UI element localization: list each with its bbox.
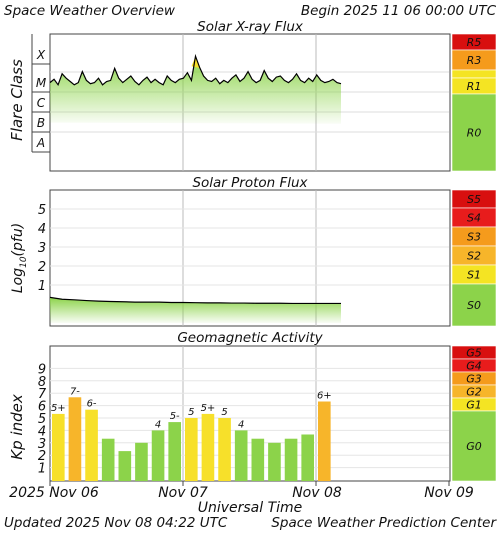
kp-bar: [52, 413, 65, 481]
kp-bar: [151, 430, 165, 481]
kp-bar-label: 7-: [70, 386, 80, 397]
kp-tick-6: 6: [38, 400, 46, 415]
kp-bar: [284, 438, 298, 481]
proton-title: Solar Proton Flux: [192, 175, 308, 191]
xtick-nov08: Nov 08: [292, 485, 342, 501]
kp-tick-2: 2: [38, 449, 46, 464]
kp-bar-label: 4: [238, 419, 244, 430]
xray-scale-label-r3: R3: [467, 54, 482, 67]
kp-bar: [301, 434, 314, 481]
kp-ylabel: Kp index: [8, 394, 26, 460]
kp-bar: [318, 401, 331, 481]
kp-bar: [201, 413, 215, 481]
kp-bar: [251, 438, 265, 481]
xray-tick-b: B: [37, 116, 45, 130]
kp-bar: [85, 409, 98, 481]
xray-title: Solar X-ray Flux: [197, 19, 304, 35]
kp-tick-3: 3: [38, 437, 46, 452]
kp-title: Geomagnetic Activity: [177, 330, 323, 346]
kp-bar: [218, 418, 231, 481]
xray-scale-label-r1: R1: [467, 80, 482, 93]
xray-tick-x: X: [36, 48, 46, 62]
kp-tick-9: 9: [38, 362, 46, 377]
kp-scale-label-g4: G4: [466, 360, 482, 373]
kp-bar: [234, 430, 248, 481]
kp-bar-label: 6-: [87, 399, 97, 410]
proton-scale-label-s5: S5: [467, 193, 481, 206]
xray-scale-r0: [451, 93, 497, 172]
kp-scale-label-g2: G2: [466, 386, 482, 399]
kp-scale-g0: [451, 410, 497, 482]
kp-bar-label: 5+: [51, 403, 66, 414]
xray-scale-label-r5: R5: [467, 36, 482, 49]
swpc-credit: Space Weather Prediction Center: [271, 515, 497, 531]
proton-tick-3: 3: [38, 241, 46, 256]
kp-bar-label: 5-: [170, 411, 180, 422]
kp-bar: [268, 442, 281, 481]
kp-scale-label-g5: G5: [466, 347, 482, 360]
proton-tick-5: 5: [38, 203, 46, 218]
proton-ylabel: Log10(pfu): [10, 223, 29, 293]
kp-tick-7: 7: [38, 387, 47, 402]
kp-bar-label: 6+: [317, 391, 332, 402]
kp-scale-label-g0: G0: [466, 440, 482, 453]
xray-flux-trace: [49, 53, 342, 87]
proton-scale-label-s3: S3: [467, 231, 481, 244]
xray-scale-label-r0: R0: [467, 127, 482, 140]
kp-scale-label-g3: G3: [466, 373, 482, 386]
kp-bar: [118, 451, 132, 481]
kp-bar-label: 5: [221, 407, 227, 418]
proton-tick-1: 1: [38, 279, 46, 294]
updated-time: Updated 2025 Nov 08 04:22 UTC: [4, 515, 228, 531]
kp-bar: [135, 442, 148, 481]
xray-ylabel: Flare Class: [8, 59, 26, 141]
kp-bar: [185, 418, 198, 481]
proton-tick-4: 4: [38, 222, 46, 237]
kp-bar: [168, 422, 181, 481]
proton-flux-trace: [49, 296, 341, 305]
x-axis-label: Universal Time: [198, 500, 303, 516]
xray-tick-a: A: [36, 136, 45, 150]
begin-time: Begin 2025 11 06 00:00 UTC: [301, 3, 497, 19]
kp-tick-4: 4: [38, 424, 46, 439]
kp-tick-5: 5: [38, 412, 46, 427]
kp-bar: [101, 438, 115, 481]
xtick-nov06: 2025 Nov 06: [9, 485, 99, 501]
kp-bar-label: 5+: [201, 403, 216, 414]
kp-bar-label: 4: [155, 419, 161, 430]
overview-title: Space Weather Overview: [4, 3, 176, 19]
kp-bar: [68, 397, 82, 481]
xtick-nov09: Nov 09: [424, 485, 474, 501]
proton-scale-label-s1: S1: [467, 269, 481, 282]
proton-tick-2: 2: [38, 260, 46, 275]
kp-scale-label-g1: G1: [466, 399, 482, 412]
proton-scale-label-s2: S2: [467, 250, 481, 263]
xray-scale-: [451, 69, 497, 79]
xray-flux-area: [50, 56, 341, 124]
proton-scale-s0: [451, 283, 497, 327]
kp-bar-label: 5: [188, 407, 194, 418]
xray-tick-m: M: [36, 76, 47, 90]
xtick-nov07: Nov 07: [158, 485, 208, 501]
proton-scale-label-s4: S4: [467, 212, 481, 225]
kp-tick-8: 8: [38, 375, 46, 390]
kp-tick-1: 1: [38, 462, 46, 477]
proton-scale-label-s0: S0: [467, 299, 481, 312]
xray-tick-c: C: [37, 96, 46, 110]
